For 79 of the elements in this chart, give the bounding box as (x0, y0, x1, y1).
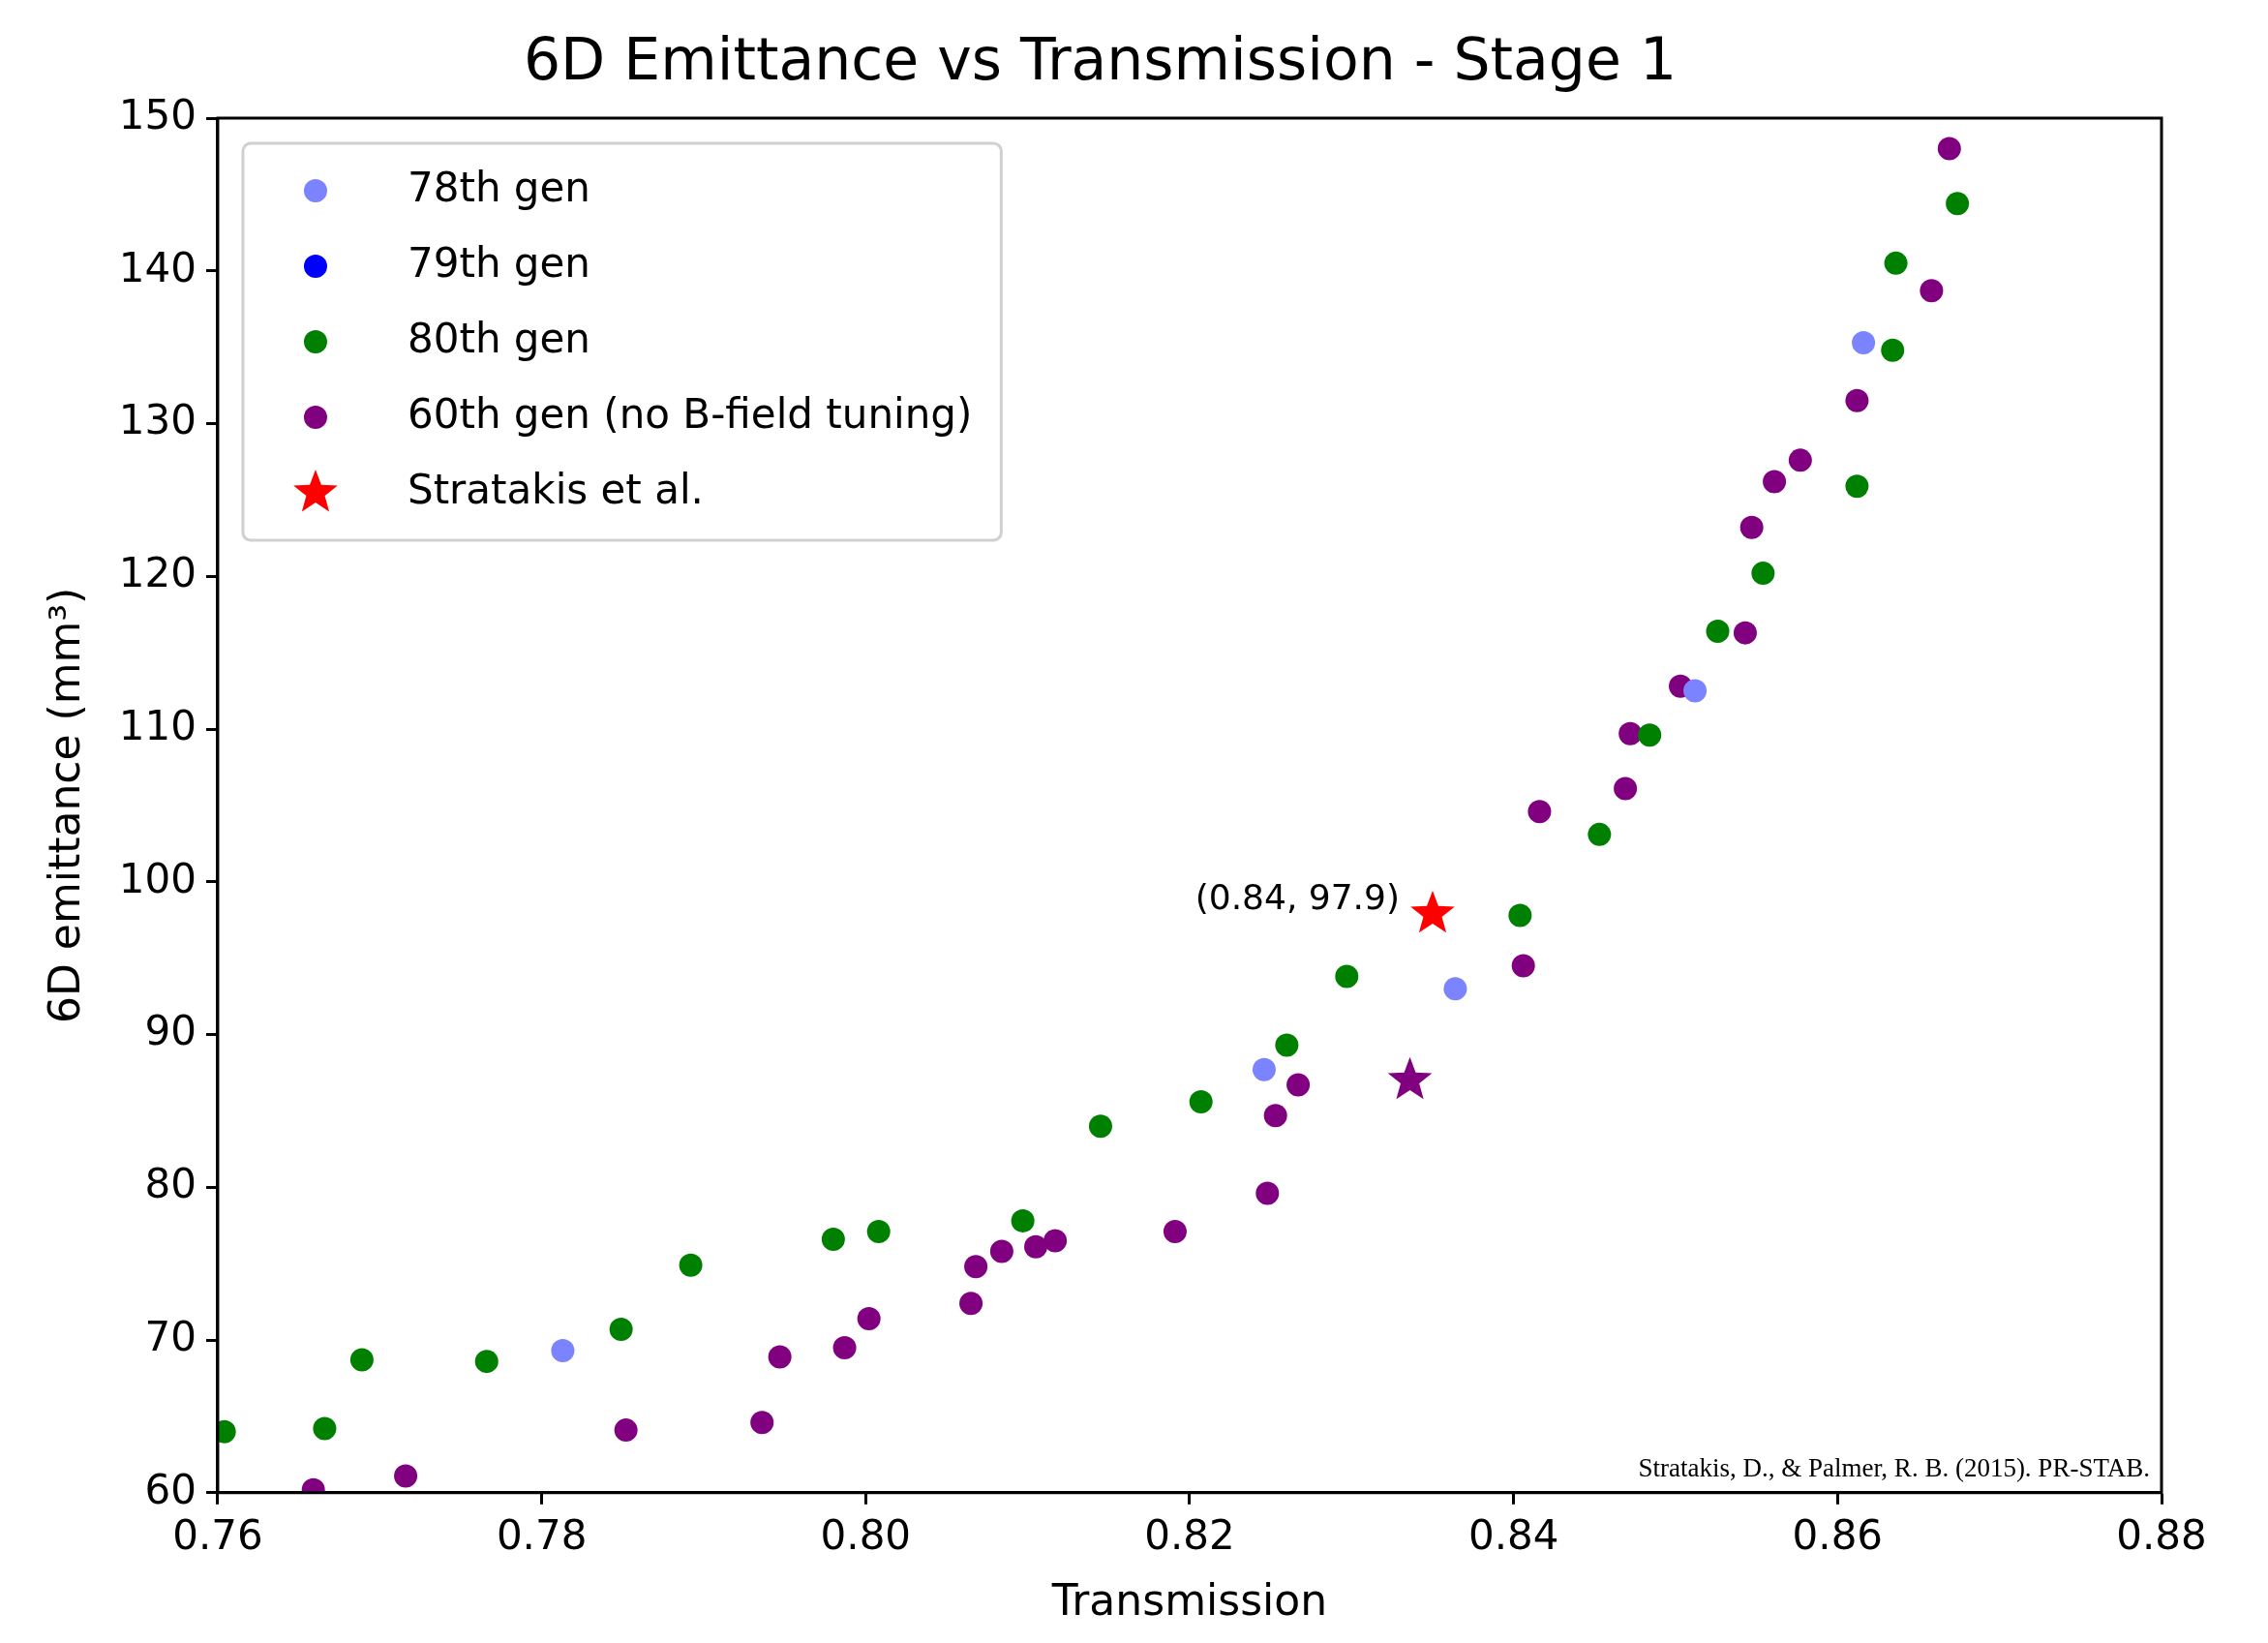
point (866, 1220, 891, 1244)
point (1043, 1229, 1068, 1253)
point (1683, 679, 1708, 703)
chart-title: 6D Emittance vs Transmission - Stage 1 (523, 24, 1678, 93)
point (1706, 620, 1730, 644)
point (1946, 192, 1970, 216)
point (614, 1418, 638, 1443)
point (1275, 1033, 1299, 1057)
point (959, 1292, 983, 1316)
x-tick-label: 0.82 (1144, 1510, 1235, 1559)
point (609, 1318, 633, 1341)
point (1443, 977, 1467, 1001)
point (1252, 1057, 1276, 1081)
y-tick-label: 90 (144, 1007, 197, 1055)
point (989, 1239, 1013, 1263)
x-tick-label: 0.80 (820, 1510, 912, 1559)
point (1763, 470, 1787, 494)
point (1088, 1114, 1112, 1139)
point (313, 1416, 337, 1441)
x-tick-label: 0.86 (1792, 1510, 1884, 1559)
point (1255, 1181, 1280, 1205)
legend-label: 78th gen (407, 163, 590, 211)
point (750, 1411, 774, 1435)
point (1286, 1073, 1311, 1097)
point (1011, 1208, 1035, 1232)
point (394, 1464, 418, 1488)
point (551, 1339, 575, 1363)
point (1618, 721, 1643, 745)
point (679, 1253, 703, 1277)
y-tick-label: 70 (144, 1312, 197, 1360)
y-tick-label: 80 (144, 1160, 197, 1208)
y-tick-label: 110 (118, 701, 197, 749)
point (1527, 800, 1552, 824)
point (1845, 388, 1869, 412)
annotation: (0.84, 97.9) (1194, 877, 1400, 918)
y-tick-label: 120 (118, 549, 197, 597)
point (1852, 330, 1876, 354)
y-tick-label: 150 (118, 90, 197, 138)
point (474, 1350, 499, 1374)
point (1614, 776, 1638, 801)
y-axis-title: 6D emittance (mm³) (39, 587, 89, 1024)
annotation: Stratakis, D., & Palmer, R. B. (2015). PR-STAB. (1638, 1453, 2150, 1483)
x-tick-label: 0.78 (496, 1510, 588, 1559)
point (1920, 279, 1944, 303)
point (832, 1335, 857, 1359)
point (1845, 474, 1869, 499)
y-tick-label: 130 (118, 396, 197, 444)
point (1751, 562, 1775, 586)
point (1335, 964, 1359, 989)
y-tick-label: 140 (118, 243, 197, 291)
x-tick-label: 0.88 (2116, 1510, 2207, 1559)
point (1733, 621, 1757, 645)
legend-label: 60th gen (no B-field tuning) (407, 389, 973, 438)
x-tick-label: 0.76 (172, 1510, 263, 1559)
point (1508, 903, 1532, 928)
point (1189, 1089, 1213, 1113)
point (1937, 137, 1961, 161)
point (1788, 448, 1812, 472)
point (964, 1255, 988, 1279)
legend-label: 79th gen (407, 238, 590, 287)
point (1881, 338, 1905, 362)
point (768, 1345, 792, 1369)
point (1263, 1104, 1287, 1128)
x-axis-title: Transmission (1050, 1575, 1328, 1626)
point (349, 1348, 374, 1372)
x-tick-label: 0.84 (1467, 1510, 1559, 1559)
point (821, 1227, 845, 1251)
point (1024, 1234, 1048, 1259)
point (1739, 515, 1764, 539)
point (1884, 251, 1908, 275)
legend-label: Stratakis et al. (407, 465, 704, 513)
point (857, 1306, 881, 1330)
point (1511, 954, 1535, 978)
point (1588, 822, 1612, 846)
point (1163, 1220, 1187, 1244)
point (1638, 723, 1662, 747)
legend-label: 80th gen (407, 314, 590, 362)
y-tick-label: 100 (118, 854, 197, 902)
y-tick-label: 60 (144, 1465, 197, 1513)
